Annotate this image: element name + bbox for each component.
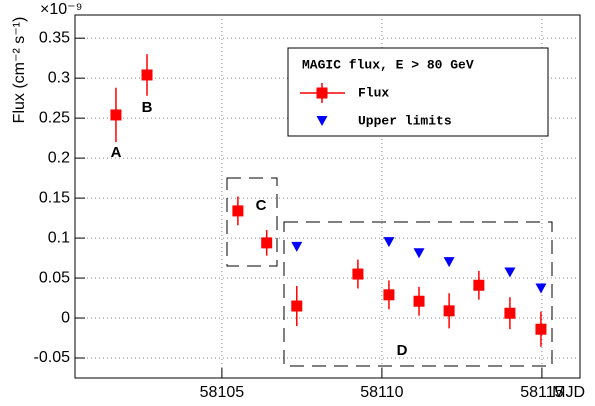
legend — [287, 47, 549, 137]
x-tick-label: 58105 — [200, 384, 245, 401]
data-point — [504, 307, 516, 319]
data-point — [443, 305, 455, 317]
axis-multiplier: ×10⁻⁹ — [40, 1, 82, 18]
upper-limit — [291, 241, 303, 252]
annotation: C — [256, 197, 267, 214]
data-point — [352, 268, 364, 280]
legend-title: MAGIC flux, E > 80 GeV — [302, 57, 474, 72]
y-tick-label: 0.15 — [39, 189, 70, 206]
y-tick-label: 0.3 — [48, 69, 70, 86]
data-point — [232, 205, 244, 217]
annotation: B — [142, 99, 153, 116]
upper-limit — [383, 237, 395, 248]
x-tick-label: 58110 — [360, 384, 403, 401]
data-point — [141, 69, 153, 81]
plot-frame — [74, 14, 581, 379]
data-point — [535, 323, 547, 335]
y-tick-label: 0.05 — [39, 269, 70, 286]
data-point — [291, 300, 303, 312]
data-point — [261, 237, 273, 249]
data-point — [110, 109, 122, 121]
legend-marker — [316, 87, 328, 99]
region-box — [283, 221, 553, 367]
upper-limit — [443, 257, 455, 268]
upper-limit — [504, 267, 516, 278]
data-point — [473, 279, 485, 291]
region-box — [226, 177, 278, 267]
y-tick-label: -0.05 — [34, 349, 71, 366]
y-tick-label: 0.2 — [48, 149, 70, 166]
annotation: A — [111, 144, 122, 161]
upper-limit — [413, 248, 425, 259]
legend-label: Upper limits — [358, 113, 452, 128]
legend-marker — [316, 116, 328, 126]
data-point — [383, 289, 395, 301]
x-tick-label: 58115 — [520, 384, 563, 401]
legend-label: Flux — [358, 85, 389, 100]
x-axis-label: MJD — [552, 384, 585, 401]
y-axis-label: Flux (cm⁻² s⁻¹) — [11, 17, 28, 124]
y-tick-label: 0.25 — [39, 109, 70, 126]
data-point — [413, 295, 425, 307]
y-tick-label: 0.35 — [39, 29, 70, 46]
upper-limit — [535, 283, 547, 294]
annotation: D — [397, 342, 408, 359]
y-tick-label: 0.1 — [48, 229, 70, 246]
y-tick-label: 0 — [61, 309, 70, 326]
